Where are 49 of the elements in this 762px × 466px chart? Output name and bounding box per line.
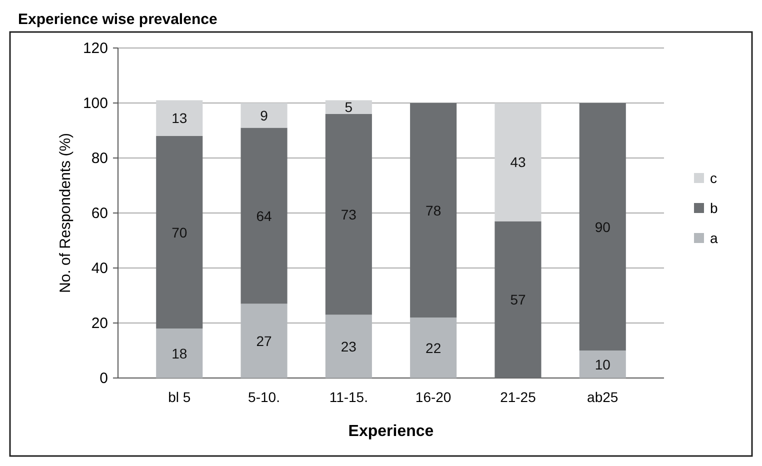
x-tick-label: bl 5 xyxy=(168,389,191,405)
bar xyxy=(240,103,288,128)
bar xyxy=(494,103,542,222)
data-label: 43 xyxy=(510,154,526,170)
x-tick-label: 21-25 xyxy=(500,389,536,405)
y-tick-label: 40 xyxy=(91,260,108,277)
data-label: 18 xyxy=(172,345,188,362)
data-label: 22 xyxy=(426,340,442,356)
bar xyxy=(325,314,372,378)
bar xyxy=(325,114,372,315)
y-tick-label: 0 xyxy=(100,370,108,387)
x-tick-label: ab25 xyxy=(587,389,618,405)
y-tick-label: 80 xyxy=(91,150,108,167)
bar xyxy=(156,100,203,136)
data-label: 5 xyxy=(344,99,353,116)
data-label: 9 xyxy=(260,107,268,124)
bar xyxy=(156,328,203,378)
legend-label: c xyxy=(710,170,717,186)
data-label: 73 xyxy=(340,206,357,222)
bar xyxy=(156,136,203,328)
y-tick-label: 20 xyxy=(91,315,108,332)
data-label: 57 xyxy=(510,292,526,308)
bar xyxy=(494,221,542,378)
data-label: 13 xyxy=(172,110,188,126)
data-label: 23 xyxy=(340,338,357,354)
x-tick-label: 5-10. xyxy=(248,389,280,405)
x-tick-label: 16-20 xyxy=(415,389,452,405)
bar xyxy=(325,100,372,114)
legend-label: b xyxy=(710,200,718,216)
legend-label: a xyxy=(710,230,718,246)
data-label: 27 xyxy=(256,332,272,349)
y-axis-title: No. of Respondents (%) xyxy=(57,132,74,294)
data-label: 78 xyxy=(426,202,442,218)
chart-title: Experience wise prevalence xyxy=(18,11,218,28)
data-label: 90 xyxy=(594,218,611,235)
y-tick-label: 100 xyxy=(82,95,108,112)
bar xyxy=(579,350,626,378)
bar xyxy=(410,318,457,378)
x-axis-title: Experience xyxy=(348,423,434,440)
x-tick-label: 11-15. xyxy=(329,389,368,405)
data-label: 70 xyxy=(172,224,188,240)
data-label: 10 xyxy=(594,356,611,372)
y-tick-label: 60 xyxy=(91,205,108,222)
bar xyxy=(240,128,288,304)
bar xyxy=(410,103,457,318)
bar xyxy=(240,304,288,378)
bar xyxy=(579,103,626,350)
y-tick-label: 120 xyxy=(82,40,108,57)
data-label: 64 xyxy=(256,208,272,224)
